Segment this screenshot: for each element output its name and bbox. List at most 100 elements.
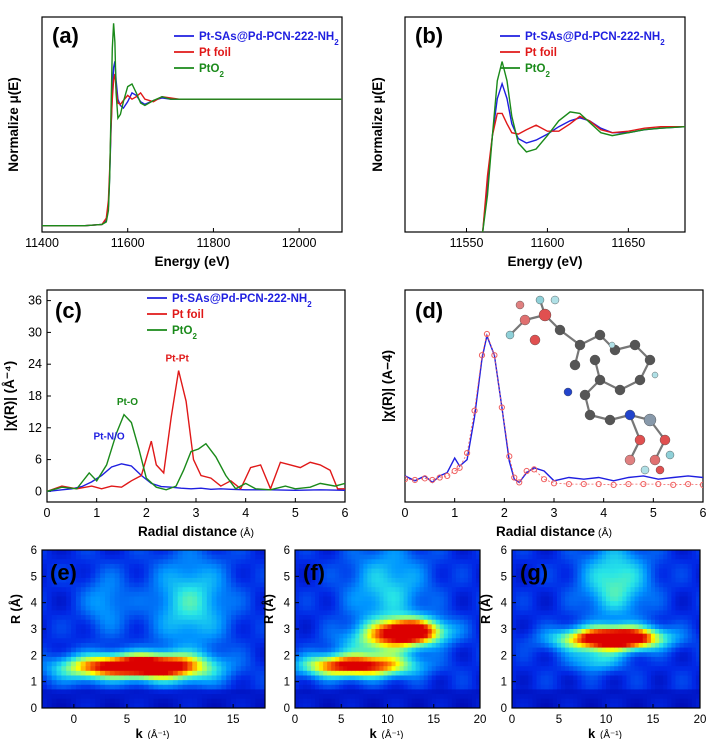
- heatmap-cell: [679, 582, 685, 588]
- heatmap-cell: [395, 698, 401, 704]
- heatmap-cell: [552, 582, 558, 588]
- heatmap-cell: [471, 652, 477, 658]
- fit-line: [405, 332, 703, 486]
- heatmap-cell: [646, 568, 652, 574]
- heatmap-cell: [663, 568, 668, 574]
- heatmap-cell: [105, 619, 111, 625]
- heatmap-cell: [168, 624, 174, 630]
- heatmap-cell: [90, 661, 96, 667]
- heatmap-cell: [307, 596, 312, 602]
- heatmap-cell: [618, 684, 623, 691]
- heatmap-cell: [71, 615, 77, 621]
- heatmap-cell: [415, 638, 421, 644]
- heatmap-cell: [255, 652, 261, 658]
- heatmap-cell: [311, 638, 316, 644]
- heatmap-cell: [431, 577, 437, 584]
- y-tick-label: 0: [35, 484, 42, 498]
- heatmap-cell: [331, 591, 336, 598]
- heatmap-cell: [201, 670, 208, 677]
- heatmap-cell: [387, 694, 393, 700]
- heatmap-cell: [415, 652, 421, 658]
- heatmap-cell: [548, 680, 554, 686]
- heatmap-cell: [597, 629, 603, 635]
- heatmap-cell: [134, 596, 140, 602]
- heatmap-cell: [659, 601, 664, 607]
- y-tick-label: 3: [501, 624, 507, 636]
- x-tick-label: 0: [292, 714, 298, 726]
- heatmap-cell: [536, 577, 542, 584]
- heatmap-cell: [163, 577, 169, 584]
- heatmap-cell: [379, 624, 385, 630]
- heatmap-cell: [347, 694, 352, 700]
- heatmap-cell: [475, 559, 480, 565]
- heatmap-cell: [42, 638, 48, 644]
- heatmap-cell: [655, 689, 660, 695]
- heatmap-cell: [315, 577, 320, 584]
- heatmap-cell: [471, 554, 477, 560]
- heatmap-cell: [351, 698, 356, 704]
- heatmap-cell: [387, 554, 393, 560]
- heatmap-cell: [250, 587, 256, 593]
- molecule-atom: [643, 413, 657, 427]
- heatmap-cell: [90, 605, 96, 612]
- y-tick-label: 12: [28, 421, 42, 435]
- heatmap-cell: [347, 591, 352, 598]
- heatmap-cell: [630, 694, 636, 700]
- heatmap-cell: [226, 680, 232, 686]
- heatmap-cell: [516, 680, 521, 686]
- heatmap-cell: [240, 610, 247, 616]
- heatmap-cell: [80, 615, 87, 621]
- heatmap-cell: [100, 638, 106, 644]
- heatmap-cell: [187, 577, 193, 584]
- heatmap-cell: [351, 615, 356, 621]
- heatmap-cell: [311, 582, 316, 588]
- heatmap-cell: [255, 605, 261, 612]
- heatmap-cell: [585, 647, 591, 653]
- heatmap-cell: [516, 554, 521, 560]
- heatmap-cell: [129, 694, 135, 700]
- heatmap-cell: [168, 638, 174, 644]
- heatmap-cell: [391, 661, 397, 667]
- heatmap-cell: [307, 698, 312, 704]
- heatmap-cell: [383, 577, 389, 584]
- heatmap-cell: [168, 587, 174, 593]
- heatmap-cell: [90, 587, 96, 593]
- heatmap-cell: [51, 591, 58, 598]
- heatmap-cell: [403, 670, 409, 677]
- heatmap-cell: [630, 680, 636, 686]
- heatmap-cell: [80, 596, 87, 602]
- heatmap-cell: [351, 675, 356, 681]
- heatmap-cell: [235, 591, 242, 598]
- heatmap-cell: [245, 642, 252, 649]
- heatmap-cell: [46, 587, 53, 593]
- heatmap-cell: [216, 596, 222, 602]
- heatmap-cell: [447, 559, 453, 565]
- heatmap-cell: [565, 624, 570, 630]
- heatmap-cell: [343, 666, 348, 672]
- heatmap-cell: [516, 577, 521, 584]
- heatmap-cell: [606, 624, 611, 630]
- heatmap-cell: [544, 624, 550, 630]
- y-axis-label: Normalize μ(E): [370, 77, 385, 172]
- heatmap-cell: [119, 550, 126, 556]
- heatmap-cell: [667, 703, 672, 708]
- heatmap-cell: [683, 661, 689, 667]
- heatmap-cell: [158, 629, 164, 635]
- x-tick-label: 10: [600, 714, 613, 726]
- heatmap-cell: [475, 656, 480, 663]
- x-axis-label: k: [588, 726, 596, 739]
- heatmap-cell: [187, 698, 193, 704]
- heatmap-cell: [355, 563, 360, 570]
- heatmap-cell: [439, 573, 445, 579]
- heatmap-cell: [260, 568, 265, 574]
- heatmap-cell: [66, 582, 72, 588]
- heatmap-cell: [250, 689, 256, 695]
- heatmap-cell: [109, 638, 116, 644]
- heatmap-cell: [552, 587, 558, 593]
- heatmap-cell: [597, 675, 603, 681]
- heatmap-cell: [46, 624, 53, 630]
- heatmap-cell: [315, 596, 320, 602]
- heatmap-cell: [447, 615, 453, 621]
- heatmap-cell: [347, 582, 352, 588]
- heatmap-cell: [687, 698, 693, 704]
